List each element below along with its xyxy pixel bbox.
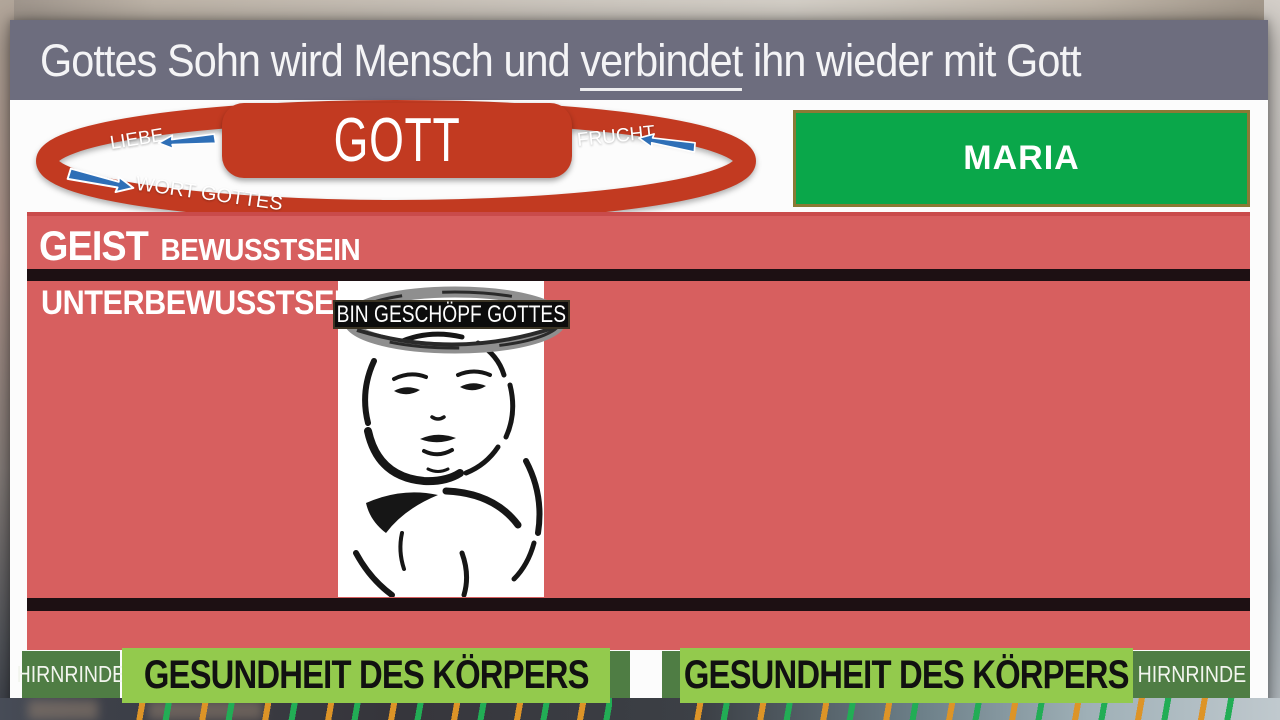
- hirnrinde-left-box: HIRNRINDE: [17, 651, 125, 698]
- gesundheit-right-label: GESUNDHEIT DES KÖRPERS: [684, 653, 1130, 697]
- gesundheit-left-label: GESUNDHEIT DES KÖRPERS: [143, 653, 590, 697]
- baby-caption-text: BIN GESCHÖPF GOTTES: [336, 300, 567, 328]
- nerve-fibers-left: [130, 698, 612, 720]
- gesundheit-left-box: GESUNDHEIT DES KÖRPERS: [122, 648, 610, 703]
- band-segment-right: [662, 651, 680, 698]
- geist-label: GEIST: [39, 222, 149, 269]
- title-text-pre: Gottes Sohn wird Mensch und: [40, 35, 581, 86]
- hirnrinde-left-label: HIRNRINDE: [16, 661, 126, 687]
- gesundheit-right-box: GESUNDHEIT DES KÖRPERS: [680, 648, 1133, 703]
- gott-cycle-diagram: GOTT LIEBE FRUCHT WORT GOTTES MARIA: [10, 100, 1268, 222]
- slide-title-bar: Gottes Sohn wird Mensch und verbindet ih…: [10, 20, 1268, 100]
- baby-caption: BIN GESCHÖPF GOTTES: [333, 300, 570, 329]
- band-segment-left: [610, 651, 630, 698]
- hirnrinde-right-box: HIRNRINDE: [1133, 651, 1250, 698]
- presentation-slide: Gottes Sohn wird Mensch und verbindet ih…: [10, 20, 1268, 720]
- background-blur-right: [1264, 0, 1280, 720]
- divider-top: [27, 269, 1250, 281]
- hirnrinde-right-label: HIRNRINDE: [1137, 661, 1246, 687]
- maria-label: MARIA: [963, 139, 1080, 177]
- unterbewusstsein-label: UNTERBEWUSSTSEIN: [41, 284, 364, 322]
- gott-node: GOTT: [222, 103, 572, 178]
- gott-label: GOTT: [333, 106, 461, 175]
- mind-panel: GEIST BEWUSSTSEIN UNTERBEWUSSTSEIN: [27, 212, 1250, 650]
- baby-image-column: [338, 281, 544, 597]
- geist-row: GEIST BEWUSSTSEIN: [39, 222, 361, 270]
- frucht-arrow-icon: [638, 133, 696, 153]
- nerve-fibers-right: [688, 698, 1236, 720]
- title-text-post: ihn wieder mit Gott: [742, 35, 1082, 86]
- cortex-band: HIRNRINDE GESUNDHEIT DES KÖRPERS GESUNDH…: [10, 648, 1268, 703]
- wort-gottes-arrow-icon: [66, 167, 135, 194]
- title-text-underlined: verbindet: [580, 35, 743, 91]
- slide-title: Gottes Sohn wird Mensch und verbindet ih…: [40, 20, 1197, 100]
- background-blob: [28, 700, 98, 720]
- divider-bottom: [27, 598, 1250, 611]
- maria-node: MARIA: [793, 110, 1250, 207]
- bewusstsein-label: BEWUSSTSEIN: [160, 232, 361, 267]
- liebe-arrow-icon: [157, 133, 217, 150]
- nerve-fiber-strip: [0, 698, 1280, 720]
